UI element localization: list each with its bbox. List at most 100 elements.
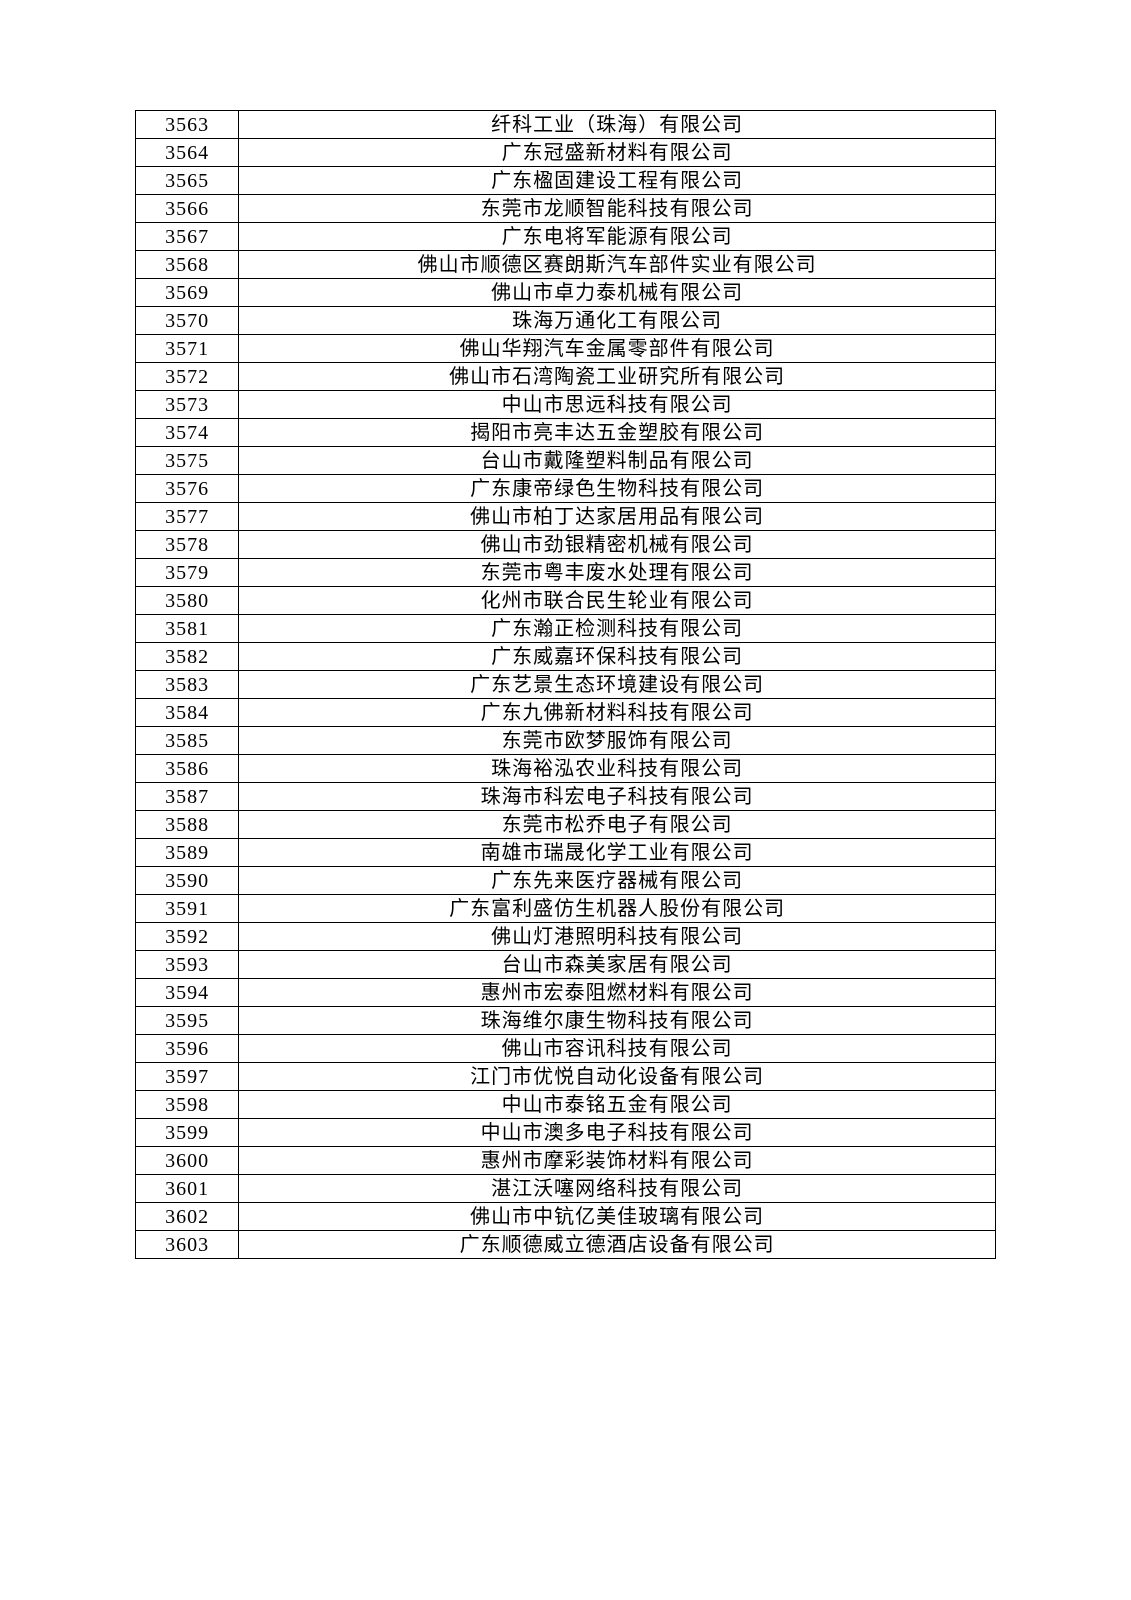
table-row: 3600惠州市摩彩装饰材料有限公司: [136, 1147, 996, 1175]
company-name: 珠海维尔康生物科技有限公司: [239, 1007, 996, 1035]
row-index: 3597: [136, 1063, 239, 1091]
row-index: 3583: [136, 671, 239, 699]
company-name: 佛山市中钪亿美佳玻璃有限公司: [239, 1203, 996, 1231]
company-table: 3563纤科工业（珠海）有限公司3564广东冠盛新材料有限公司3565广东楹固建…: [135, 110, 996, 1259]
table-row: 3602佛山市中钪亿美佳玻璃有限公司: [136, 1203, 996, 1231]
company-name: 中山市澳多电子科技有限公司: [239, 1119, 996, 1147]
table-row: 3584广东九佛新材料科技有限公司: [136, 699, 996, 727]
row-index: 3582: [136, 643, 239, 671]
table-row: 3595珠海维尔康生物科技有限公司: [136, 1007, 996, 1035]
table-row: 3573中山市思远科技有限公司: [136, 391, 996, 419]
table-row: 3576广东康帝绿色生物科技有限公司: [136, 475, 996, 503]
row-index: 3589: [136, 839, 239, 867]
table-row: 3599中山市澳多电子科技有限公司: [136, 1119, 996, 1147]
row-index: 3593: [136, 951, 239, 979]
row-index: 3564: [136, 139, 239, 167]
table-row: 3603广东顺德威立德酒店设备有限公司: [136, 1231, 996, 1259]
company-name: 广东富利盛仿生机器人股份有限公司: [239, 895, 996, 923]
table-row: 3592佛山灯港照明科技有限公司: [136, 923, 996, 951]
company-name: 揭阳市亮丰达五金塑胶有限公司: [239, 419, 996, 447]
company-name: 化州市联合民生轮业有限公司: [239, 587, 996, 615]
company-name: 广东康帝绿色生物科技有限公司: [239, 475, 996, 503]
company-name: 中山市思远科技有限公司: [239, 391, 996, 419]
table-row: 3581广东瀚正检测科技有限公司: [136, 615, 996, 643]
company-name: 东莞市粤丰废水处理有限公司: [239, 559, 996, 587]
row-index: 3602: [136, 1203, 239, 1231]
company-name: 佛山华翔汽车金属零部件有限公司: [239, 335, 996, 363]
table-row: 3585东莞市欧梦服饰有限公司: [136, 727, 996, 755]
row-index: 3581: [136, 615, 239, 643]
row-index: 3577: [136, 503, 239, 531]
row-index: 3573: [136, 391, 239, 419]
table-row: 3566东莞市龙顺智能科技有限公司: [136, 195, 996, 223]
table-row: 3567广东电将军能源有限公司: [136, 223, 996, 251]
company-name: 广东顺德威立德酒店设备有限公司: [239, 1231, 996, 1259]
row-index: 3603: [136, 1231, 239, 1259]
company-name: 广东威嘉环保科技有限公司: [239, 643, 996, 671]
row-index: 3570: [136, 307, 239, 335]
row-index: 3594: [136, 979, 239, 1007]
table-row: 3601湛江沃噻网络科技有限公司: [136, 1175, 996, 1203]
company-name: 广东艺景生态环境建设有限公司: [239, 671, 996, 699]
company-name: 纤科工业（珠海）有限公司: [239, 111, 996, 139]
company-name: 中山市泰铭五金有限公司: [239, 1091, 996, 1119]
row-index: 3563: [136, 111, 239, 139]
table-row: 3572佛山市石湾陶瓷工业研究所有限公司: [136, 363, 996, 391]
row-index: 3595: [136, 1007, 239, 1035]
company-name: 珠海市科宏电子科技有限公司: [239, 783, 996, 811]
table-row: 3588东莞市松乔电子有限公司: [136, 811, 996, 839]
row-index: 3587: [136, 783, 239, 811]
row-index: 3586: [136, 755, 239, 783]
company-name: 广东九佛新材料科技有限公司: [239, 699, 996, 727]
company-name: 佛山市顺德区赛朗斯汽车部件实业有限公司: [239, 251, 996, 279]
table-row: 3591广东富利盛仿生机器人股份有限公司: [136, 895, 996, 923]
table-row: 3574揭阳市亮丰达五金塑胶有限公司: [136, 419, 996, 447]
table-row: 3580化州市联合民生轮业有限公司: [136, 587, 996, 615]
company-name: 东莞市松乔电子有限公司: [239, 811, 996, 839]
table-row: 3564广东冠盛新材料有限公司: [136, 139, 996, 167]
company-name: 南雄市瑞晟化学工业有限公司: [239, 839, 996, 867]
company-name: 广东瀚正检测科技有限公司: [239, 615, 996, 643]
company-name: 佛山市容讯科技有限公司: [239, 1035, 996, 1063]
row-index: 3590: [136, 867, 239, 895]
company-name: 东莞市欧梦服饰有限公司: [239, 727, 996, 755]
row-index: 3566: [136, 195, 239, 223]
row-index: 3596: [136, 1035, 239, 1063]
table-row: 3579东莞市粤丰废水处理有限公司: [136, 559, 996, 587]
row-index: 3571: [136, 335, 239, 363]
table-row: 3593台山市森美家居有限公司: [136, 951, 996, 979]
row-index: 3565: [136, 167, 239, 195]
row-index: 3591: [136, 895, 239, 923]
company-name: 佛山灯港照明科技有限公司: [239, 923, 996, 951]
table-row: 3594惠州市宏泰阻燃材料有限公司: [136, 979, 996, 1007]
company-name: 广东先来医疗器械有限公司: [239, 867, 996, 895]
company-name: 珠海裕泓农业科技有限公司: [239, 755, 996, 783]
table-row: 3586珠海裕泓农业科技有限公司: [136, 755, 996, 783]
table-row: 3578佛山市劲银精密机械有限公司: [136, 531, 996, 559]
table-row: 3598中山市泰铭五金有限公司: [136, 1091, 996, 1119]
row-index: 3588: [136, 811, 239, 839]
row-index: 3579: [136, 559, 239, 587]
company-name: 佛山市劲银精密机械有限公司: [239, 531, 996, 559]
table-row: 3568佛山市顺德区赛朗斯汽车部件实业有限公司: [136, 251, 996, 279]
row-index: 3585: [136, 727, 239, 755]
table-row: 3570珠海万通化工有限公司: [136, 307, 996, 335]
company-name: 广东楹固建设工程有限公司: [239, 167, 996, 195]
company-name: 惠州市宏泰阻燃材料有限公司: [239, 979, 996, 1007]
company-name: 广东电将军能源有限公司: [239, 223, 996, 251]
row-index: 3574: [136, 419, 239, 447]
table-row: 3563纤科工业（珠海）有限公司: [136, 111, 996, 139]
company-name: 台山市戴隆塑料制品有限公司: [239, 447, 996, 475]
company-name: 台山市森美家居有限公司: [239, 951, 996, 979]
row-index: 3572: [136, 363, 239, 391]
company-name: 江门市优悦自动化设备有限公司: [239, 1063, 996, 1091]
table-row: 3582广东威嘉环保科技有限公司: [136, 643, 996, 671]
row-index: 3568: [136, 251, 239, 279]
company-name: 佛山市柏丁达家居用品有限公司: [239, 503, 996, 531]
table-row: 3590广东先来医疗器械有限公司: [136, 867, 996, 895]
table-row: 3565广东楹固建设工程有限公司: [136, 167, 996, 195]
row-index: 3567: [136, 223, 239, 251]
row-index: 3576: [136, 475, 239, 503]
table-row: 3569佛山市卓力泰机械有限公司: [136, 279, 996, 307]
row-index: 3601: [136, 1175, 239, 1203]
